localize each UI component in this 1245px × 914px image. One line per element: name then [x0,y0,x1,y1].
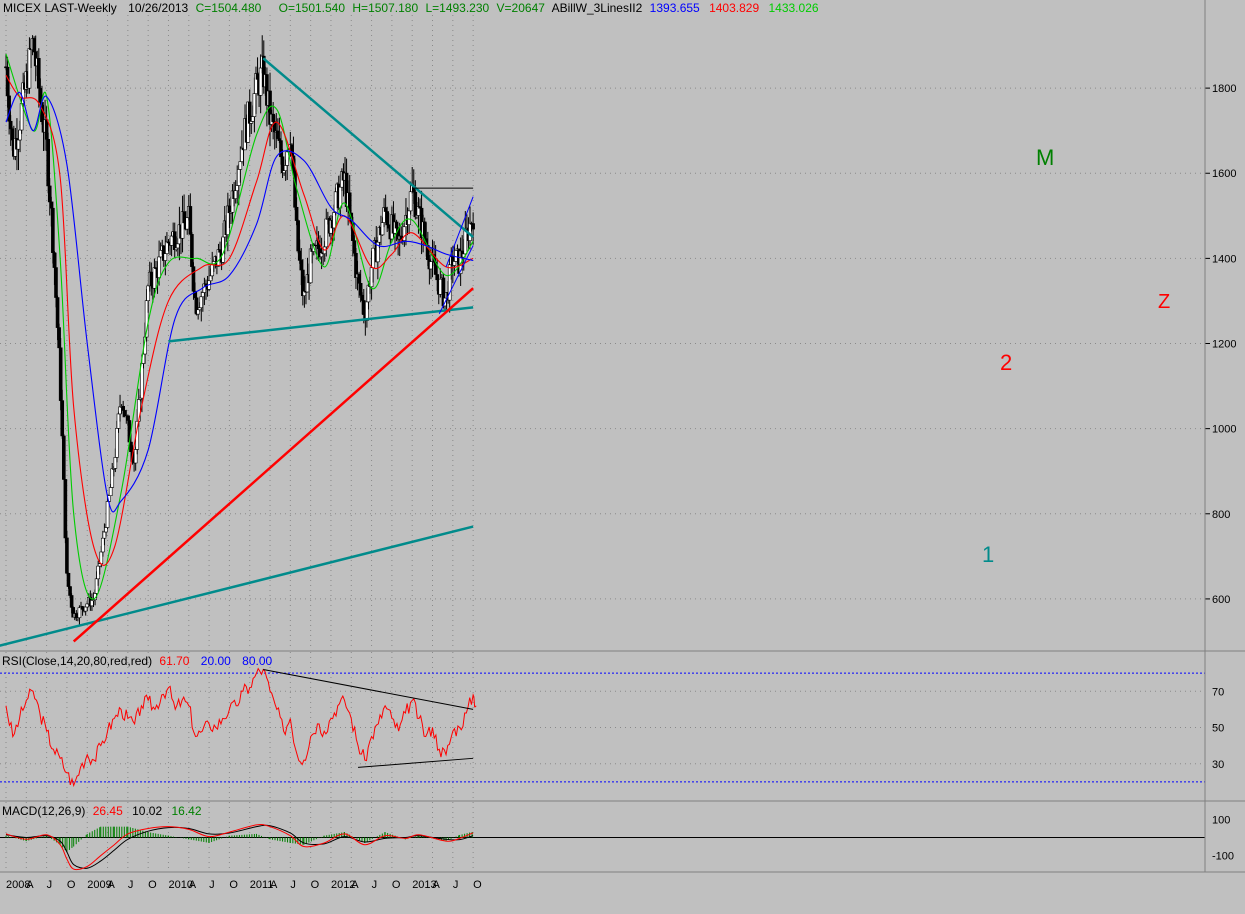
price-tick-label: 1400 [1212,253,1236,265]
label-2: 2 [1000,350,1012,375]
macd-title: MACD(12,26,9) 26.45 10.02 16.42 [2,804,202,818]
rsi-trendline [358,757,474,768]
x-tick-label: O [392,879,401,891]
moving-average-blue [5,91,474,513]
rsi-trendline [263,669,474,710]
candle [58,338,63,411]
x-tick-label: A [351,879,359,891]
moving-average-green [5,53,474,600]
x-tick-label: O [311,879,320,891]
x-tick-label: O [148,879,157,891]
label-m: M [1036,145,1054,170]
candle [32,36,36,53]
macd-signal-line [5,824,474,869]
x-tick-label: O [67,879,76,891]
x-tick-label: J [47,879,53,891]
candle [57,323,61,349]
candle [296,219,300,254]
rsi-tick-label: 70 [1212,686,1224,698]
price-tick-label: 1000 [1212,424,1236,436]
x-tick-label: A [189,879,197,891]
trendline-blue [438,245,474,314]
trendline-blue [445,196,474,268]
rsi-pane: 70 50 30 [0,652,1224,800]
x-tick-label: O [229,879,238,891]
candle [471,212,475,245]
trendline-teal [168,306,474,343]
x-tick-label: 2013 [412,879,436,891]
x-tick-label: J [128,879,134,891]
x-tick-label: J [209,879,215,891]
candle [63,479,68,544]
macd-line [5,824,474,870]
price-pane: 1800 1600 1400 1200 1000 800 600 [0,15,1236,650]
candle [62,434,66,480]
macd-pane: 100 -100 [0,802,1234,871]
trendline-2 [72,287,474,643]
candle [46,132,50,194]
x-tick-label: J [290,879,296,891]
price-tick-label: 1800 [1212,83,1236,95]
label-z: Z [1158,291,1170,313]
x-tick-label: 2011 [250,879,274,891]
price-tick-label: 800 [1212,509,1230,521]
price-tick-label: 600 [1212,594,1230,606]
rsi-tick-label: 50 [1212,723,1224,735]
moving-average-red [5,75,474,566]
rsi-title: RSI(Close,14,20,80,red,red) 61.70 20.00 … [2,654,273,668]
x-tick-label: O [473,879,482,891]
price-tick-label: 1200 [1212,339,1236,351]
rsi-tick-label: 30 [1212,759,1224,771]
x-tick-label: 2008 [6,879,30,891]
x-tick-label: A [26,879,34,891]
x-tick-label: A [108,879,116,891]
x-tick-label: A [433,879,441,891]
x-tick-label: 2012 [331,879,355,891]
x-tick-label: A [270,879,278,891]
label-1: 1 [982,542,994,567]
macd-tick-label: 100 [1212,814,1230,826]
trendline-M [262,57,474,239]
x-tick-label: J [372,879,378,891]
x-tick-label: J [453,879,459,891]
trendline-1 [0,525,474,647]
price-tick-label: 1600 [1212,168,1236,180]
x-tick-label: 2009 [87,879,111,891]
macd-tick-label: -100 [1212,851,1234,863]
chart-title: MICEX LAST-Weekly 10/26/2013 C=1504.480 … [3,1,819,15]
x-tick-label: 2010 [168,879,192,891]
rsi-line [5,667,477,788]
